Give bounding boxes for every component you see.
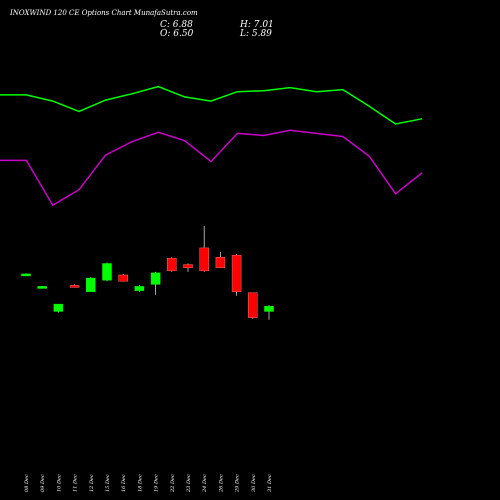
candle-body	[183, 264, 193, 268]
candle	[199, 226, 209, 272]
x-tick-label: 10 Dec	[56, 474, 62, 492]
x-tick-label: 08 Dec	[24, 474, 30, 492]
candle	[167, 257, 177, 272]
candle	[37, 285, 47, 289]
candle-body	[86, 277, 96, 292]
candle	[69, 284, 80, 288]
x-tick-label: 18 Dec	[137, 474, 143, 492]
candles-group	[21, 226, 274, 320]
band-lines	[0, 85, 423, 207]
x-tick-label: 15 Dec	[105, 474, 111, 492]
x-tick-label: 24 Dec	[202, 474, 208, 493]
candle-body	[264, 305, 274, 312]
chart-title: INOXWIND 120 CE Options Chart MunafaSutr…	[9, 9, 198, 17]
candle	[215, 252, 226, 268]
candle	[102, 262, 112, 282]
candle-body	[53, 303, 64, 312]
x-tick-label: 31 Dec	[267, 474, 273, 492]
open-readout: O: 6.50	[160, 29, 194, 39]
candle	[86, 277, 96, 292]
upper-band-line	[0, 85, 423, 125]
x-tick-label: 11 Dec	[73, 474, 79, 492]
candle-body	[248, 292, 258, 318]
x-tick-label: 29 Dec	[235, 474, 241, 493]
candle-body	[69, 285, 80, 288]
candle	[231, 254, 242, 296]
candle-body	[199, 247, 209, 272]
candle	[183, 263, 193, 272]
candle	[118, 273, 128, 282]
high-readout: H: 7.01	[239, 20, 274, 30]
x-tick-label: 09 Dec	[40, 474, 46, 492]
candle-body	[215, 257, 226, 268]
close-readout: C: 6.88	[160, 20, 193, 30]
candle	[21, 273, 31, 277]
candle-body	[21, 273, 31, 277]
x-tick-label: 12 Dec	[89, 474, 95, 492]
candle	[53, 303, 64, 313]
x-tick-label: 30 Dec	[251, 474, 257, 492]
lower-band-line	[0, 129, 423, 207]
low-readout: L: 5.89	[239, 29, 272, 39]
candle-body	[118, 274, 128, 282]
x-tick-label: 23 Dec	[186, 474, 192, 493]
x-tick-label: 16 Dec	[121, 474, 127, 492]
candle-body	[102, 263, 112, 281]
candle-body	[37, 286, 47, 289]
x-tick-label: 19 Dec	[154, 474, 160, 492]
candle	[150, 271, 161, 295]
x-tick-label: 26 Dec	[218, 474, 224, 493]
x-tick-label: 22 Dec	[170, 474, 176, 493]
candle	[264, 305, 274, 320]
candle-body	[150, 272, 161, 285]
candle	[248, 292, 258, 319]
candle-body	[231, 254, 242, 292]
candle-body	[134, 286, 145, 291]
candle-body	[167, 258, 177, 272]
candle	[134, 285, 145, 292]
x-axis-ticks: 08 Dec 09 Dec 10 Dec 11 Dec 12 Dec 15 Dec 16 D…	[24, 474, 273, 493]
